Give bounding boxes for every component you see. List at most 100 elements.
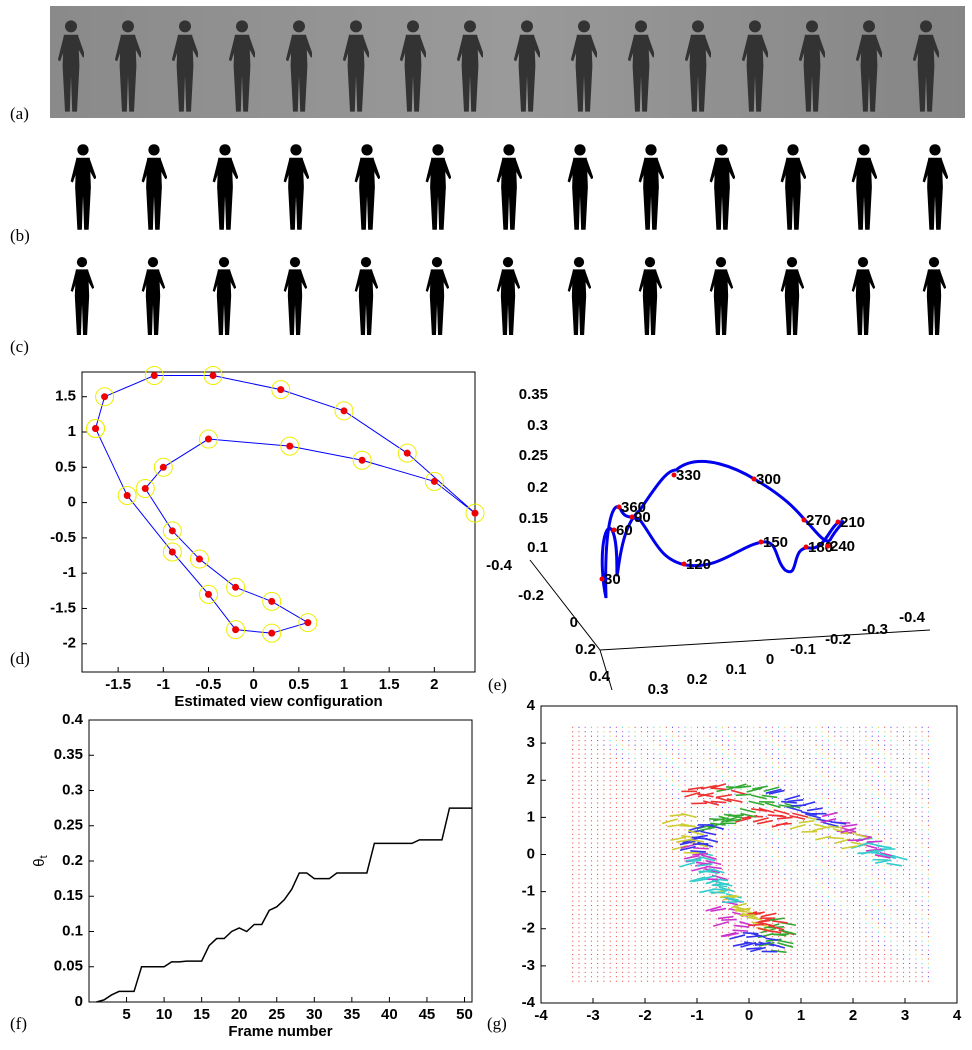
field-dot — [703, 981, 704, 982]
field-dot — [578, 749, 579, 750]
field-dot — [610, 963, 611, 964]
field-dot — [616, 776, 617, 777]
field-dot — [597, 811, 598, 812]
field-dot — [890, 950, 891, 951]
field-dot — [853, 852, 854, 853]
y-tick-label: 0 — [75, 993, 83, 1010]
field-dot — [728, 945, 729, 946]
field-dot — [809, 945, 810, 946]
field-dot — [897, 878, 898, 879]
field-dot — [791, 892, 792, 893]
field-dot — [734, 767, 735, 768]
field-dot — [660, 892, 661, 893]
field-dot — [841, 798, 842, 799]
field-dot — [828, 909, 829, 910]
field-dot — [697, 958, 698, 959]
field-dot — [641, 967, 642, 968]
field-dot — [847, 883, 848, 884]
field-dot — [822, 909, 823, 910]
field-dot — [622, 950, 623, 951]
field-dot — [759, 892, 760, 893]
field-dot — [597, 892, 598, 893]
field-dot — [666, 807, 667, 808]
field-dot — [784, 785, 785, 786]
field-dot — [803, 749, 804, 750]
field-dot — [728, 847, 729, 848]
field-dot — [822, 878, 823, 879]
field-dot — [884, 767, 885, 768]
field-dot — [865, 878, 866, 879]
field-dot — [928, 736, 929, 737]
field-dot — [797, 838, 798, 839]
field-dot — [585, 834, 586, 835]
field-dot — [741, 860, 742, 861]
field-dot — [660, 909, 661, 910]
field-dot — [616, 950, 617, 951]
field-dot — [678, 762, 679, 763]
field-dot — [691, 745, 692, 746]
field-dot — [597, 816, 598, 817]
field-dot — [610, 767, 611, 768]
y-tick-label: 0 — [570, 614, 578, 631]
field-dot — [903, 923, 904, 924]
field-dot — [872, 887, 873, 888]
field-dot — [847, 909, 848, 910]
field-dot — [747, 780, 748, 781]
field-dot — [847, 736, 848, 737]
field-dot — [722, 758, 723, 759]
field-dot — [834, 794, 835, 795]
field-dot — [865, 816, 866, 817]
field-dot — [859, 740, 860, 741]
field-dot — [635, 816, 636, 817]
field-dot — [578, 976, 579, 977]
field-dot — [890, 727, 891, 728]
field-dot — [753, 896, 754, 897]
field-dot — [828, 976, 829, 977]
point — [92, 425, 99, 432]
field-dot — [603, 811, 604, 812]
field-dot — [872, 771, 873, 772]
field-dot — [616, 909, 617, 910]
field-dot — [641, 758, 642, 759]
field-dot — [903, 896, 904, 897]
field-dot — [928, 811, 929, 812]
field-dot — [778, 901, 779, 902]
field-dot — [772, 776, 773, 777]
field-dot — [666, 896, 667, 897]
field-dot — [709, 874, 710, 875]
field-dot — [635, 745, 636, 746]
field-dot — [591, 941, 592, 942]
field-dot — [747, 834, 748, 835]
field-dot — [834, 958, 835, 959]
field-dot — [922, 754, 923, 755]
field-dot — [890, 807, 891, 808]
field-dot — [653, 887, 654, 888]
field-dot — [747, 767, 748, 768]
field-dot — [915, 838, 916, 839]
field-dot — [903, 883, 904, 884]
field-dot — [603, 887, 604, 888]
field-dot — [909, 945, 910, 946]
field-dot — [653, 749, 654, 750]
field-dot — [666, 731, 667, 732]
field-dot — [890, 972, 891, 973]
field-dot — [747, 878, 748, 879]
field-dot — [647, 736, 648, 737]
field-dot — [822, 731, 823, 732]
field-dot — [653, 892, 654, 893]
field-dot — [666, 771, 667, 772]
field-dot — [610, 820, 611, 821]
field-dot — [622, 776, 623, 777]
field-dot — [922, 958, 923, 959]
field-dot — [685, 892, 686, 893]
field-dot — [716, 771, 717, 772]
field-dot — [585, 950, 586, 951]
field-dot — [759, 780, 760, 781]
field-dot — [753, 762, 754, 763]
field-dot — [884, 838, 885, 839]
field-dot — [803, 932, 804, 933]
field-dot — [672, 803, 673, 804]
field-dot — [678, 758, 679, 759]
field-dot — [647, 963, 648, 964]
field-dot — [741, 825, 742, 826]
